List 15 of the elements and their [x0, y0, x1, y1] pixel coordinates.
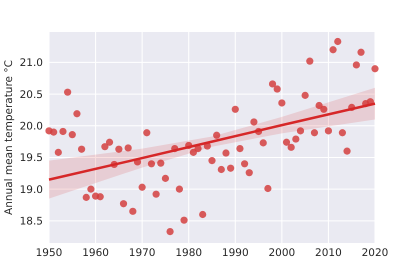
y-tick-label: 20.0: [20, 120, 43, 132]
y-tick-label: 19.5: [20, 152, 43, 164]
x-tick-label: 2000: [268, 247, 296, 259]
x-tick-label: 1960: [82, 247, 109, 259]
y-tick-label: 19.0: [20, 184, 43, 196]
y-tick-label: 20.5: [20, 88, 43, 101]
x-tick-label: 1980: [175, 247, 202, 259]
y-axis-title: Annual mean temperature °C: [3, 60, 15, 215]
x-tick-label: 2010: [315, 247, 342, 259]
x-tick-label: 1950: [36, 247, 62, 259]
x-tick-label: 2020: [362, 247, 388, 259]
x-tick-label: 1990: [222, 247, 249, 259]
y-tick-label: 21.0: [20, 57, 43, 70]
y-tick-label: 18.5: [20, 216, 43, 228]
x-tick-label: 1970: [128, 247, 156, 259]
